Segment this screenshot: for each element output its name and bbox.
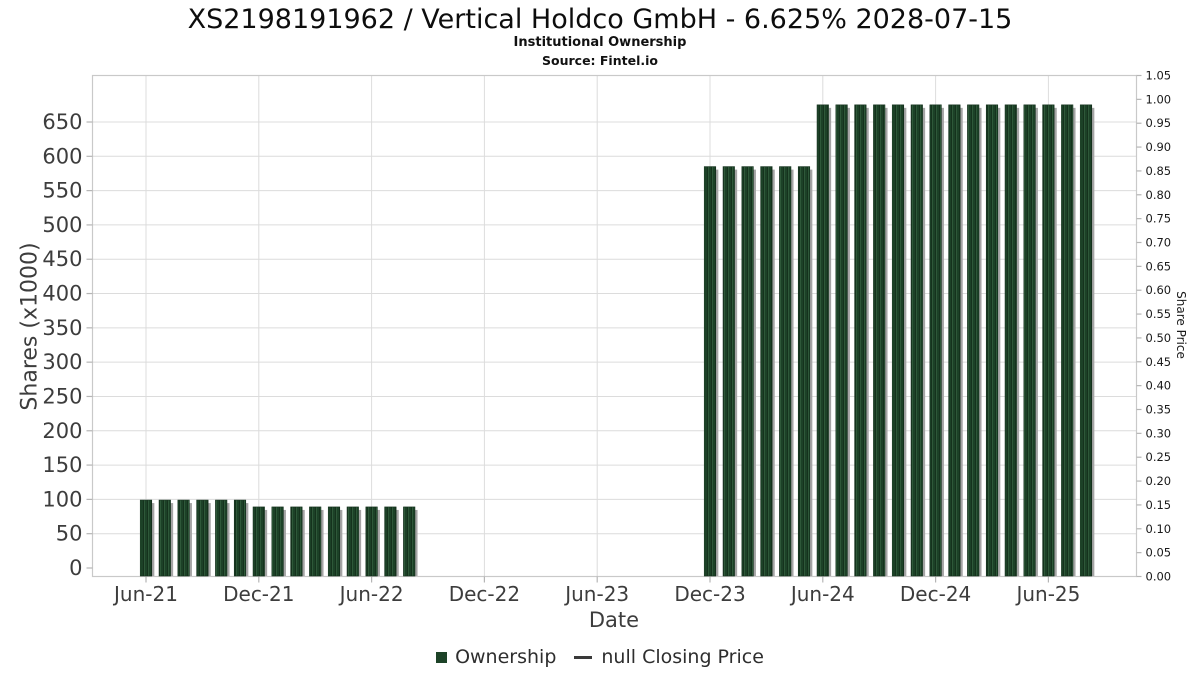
y-right-tick-label: 0.85 xyxy=(1146,164,1172,178)
ownership-bar xyxy=(384,506,397,577)
ownership-legend-marker-icon xyxy=(436,651,448,663)
x-tick-label: Dec-21 xyxy=(223,582,294,606)
ownership-bar xyxy=(1004,104,1017,577)
y-left-tick-label: 200 xyxy=(42,419,82,443)
ownership-bar xyxy=(346,506,359,577)
ownership-bar xyxy=(309,506,322,577)
ownership-bar xyxy=(233,499,247,577)
x-tick-label: Jun-22 xyxy=(338,582,404,606)
x-tick-label: Dec-22 xyxy=(449,582,520,606)
y-right-tick-label: 1.05 xyxy=(1146,69,1172,83)
y-right-tick-label: 0.75 xyxy=(1146,212,1172,226)
y-left-tick-label: 600 xyxy=(42,144,82,168)
ownership-bar xyxy=(835,104,848,577)
ownership-bar xyxy=(741,166,754,577)
y-right-tick-label: 0.15 xyxy=(1146,498,1172,512)
ownership-bar xyxy=(910,104,923,577)
ownership-bar xyxy=(196,499,209,577)
ownership-bar xyxy=(797,166,811,577)
y-right-tick-label: 0.40 xyxy=(1146,379,1172,393)
y-left-tick-label: 450 xyxy=(42,247,82,271)
ownership-bar xyxy=(779,166,792,577)
chart-title: XS2198191962 / Vertical Holdco GmbH - 6.… xyxy=(187,4,1013,35)
ownership-bar xyxy=(139,499,153,577)
closing-price-legend-label: null Closing Price xyxy=(601,646,764,668)
y-right-tick-label: 0.10 xyxy=(1146,522,1172,536)
y-right-tick-label: 0.20 xyxy=(1146,474,1172,488)
y-right-tick-label: 0.90 xyxy=(1146,140,1172,154)
ownership-bar xyxy=(760,166,773,577)
ownership-bar xyxy=(252,506,265,577)
closing-price-legend-marker-icon xyxy=(574,655,593,659)
y-right-tick-label: 0.95 xyxy=(1146,116,1172,130)
ownership-bar xyxy=(365,506,378,577)
ownership-legend-label: Ownership xyxy=(455,646,557,668)
y-right-tick-label: 0.05 xyxy=(1146,546,1172,560)
y-right-tick-label: 0.60 xyxy=(1146,283,1172,297)
ownership-bar xyxy=(854,104,867,577)
x-tick-label: Dec-23 xyxy=(674,582,745,606)
x-axis-label: Date xyxy=(588,608,640,632)
y-right-tick-label: 1.00 xyxy=(1146,92,1172,106)
chart-source-caption: Source: Fintel.io xyxy=(542,53,658,68)
y-left-tick-label: 650 xyxy=(42,110,82,134)
y-left-tick-label: 300 xyxy=(42,350,82,374)
y-left-tick-label: 0 xyxy=(69,556,82,580)
plot-border xyxy=(91,74,1138,578)
ownership-bar xyxy=(722,166,735,577)
y-right-tick-label: 0.00 xyxy=(1146,570,1172,584)
ownership-bar xyxy=(158,499,171,577)
y-left-tick-label: 150 xyxy=(42,453,82,477)
ownership-bar xyxy=(1042,104,1055,577)
ownership-bar xyxy=(1023,104,1036,577)
x-tick-label: Dec-24 xyxy=(900,582,971,606)
ownership-bar xyxy=(271,506,284,577)
y-left-tick-label: 400 xyxy=(42,282,82,306)
y-right-tick-label: 0.65 xyxy=(1146,259,1172,273)
x-tick-label: Jun-25 xyxy=(1014,582,1080,606)
x-tick-label: Jun-23 xyxy=(563,582,629,606)
ownership-bar xyxy=(290,506,303,577)
ownership-bar xyxy=(891,104,905,577)
ownership-bar xyxy=(327,506,341,577)
y-right-tick-label: 0.70 xyxy=(1146,236,1172,250)
x-tick-label: Jun-24 xyxy=(789,582,855,606)
y-right-tick-label: 0.25 xyxy=(1146,450,1172,464)
ownership-bar xyxy=(215,499,228,577)
y-right-tick-label: 0.80 xyxy=(1146,188,1172,202)
ownership-bar xyxy=(948,104,961,577)
y-left-tick-label: 550 xyxy=(42,179,82,203)
ownership-bar xyxy=(1061,104,1074,577)
ownership-bar xyxy=(816,104,829,577)
ownership-bar xyxy=(403,506,416,577)
ownership-bar xyxy=(967,104,980,577)
y-left-tick-label: 50 xyxy=(56,522,83,546)
y-left-tick-label: 350 xyxy=(42,316,82,340)
x-tick-label: Jun-21 xyxy=(112,582,178,606)
ownership-bar xyxy=(177,499,190,577)
y-right-tick-label: 0.45 xyxy=(1146,355,1172,369)
y-left-tick-label: 100 xyxy=(42,487,82,511)
y-right-tick-label: 0.35 xyxy=(1146,403,1172,417)
y-right-tick-label: 0.55 xyxy=(1146,307,1172,321)
y-right-tick-label: 0.30 xyxy=(1146,426,1172,440)
y-right-tick-label: 0.50 xyxy=(1146,331,1172,345)
chart-subtitle: Institutional Ownership xyxy=(513,35,687,50)
ownership-bar xyxy=(873,104,886,577)
ownership-bar xyxy=(1079,104,1093,577)
ownership-bar xyxy=(703,166,717,577)
legend: Ownership null Closing Price xyxy=(0,646,1200,668)
y-left-tick-label: 250 xyxy=(42,384,82,408)
ownership-bar xyxy=(929,104,942,577)
ownership-bar xyxy=(985,104,999,577)
y-left-tick-label: 500 xyxy=(42,213,82,237)
